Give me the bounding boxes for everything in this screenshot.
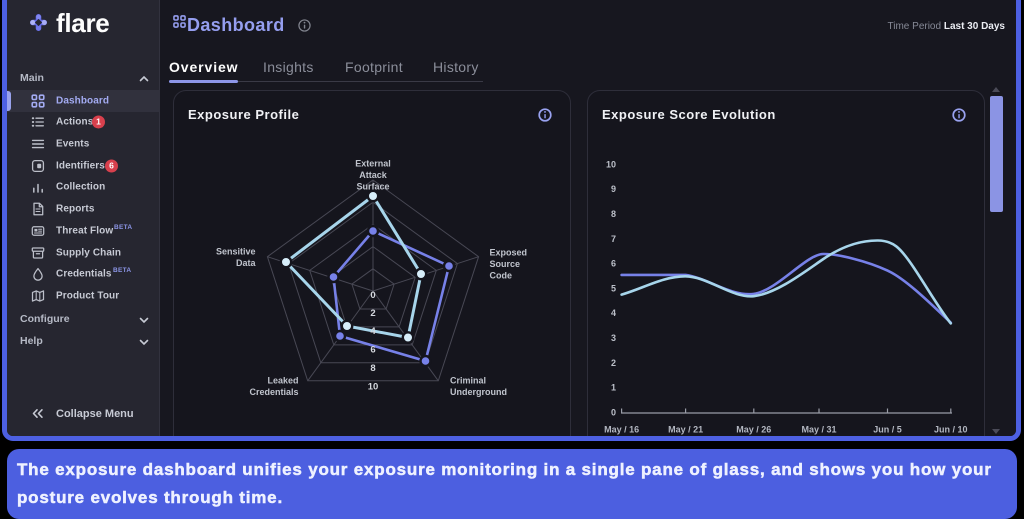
svg-text:6: 6 (370, 345, 375, 356)
svg-text:4: 4 (611, 308, 616, 318)
svg-text:Criminal: Criminal (450, 376, 486, 386)
svg-text:Leaked: Leaked (267, 376, 298, 386)
svg-text:10: 10 (368, 382, 379, 393)
svg-text:2: 2 (611, 358, 616, 368)
svg-text:3: 3 (611, 333, 616, 343)
svg-text:8: 8 (370, 363, 375, 374)
svg-text:External: External (355, 159, 391, 169)
svg-text:Code: Code (490, 271, 513, 281)
svg-text:Credentials: Credentials (249, 387, 298, 397)
svg-text:1: 1 (611, 383, 616, 393)
svg-text:Data: Data (236, 258, 257, 268)
svg-text:Underground: Underground (450, 387, 507, 397)
svg-text:Source: Source (490, 259, 521, 269)
svg-text:May / 16: May / 16 (604, 425, 639, 435)
svg-text:0: 0 (370, 290, 375, 301)
svg-text:9: 9 (611, 184, 616, 194)
svg-text:Sensitive: Sensitive (216, 247, 256, 257)
svg-text:Surface: Surface (356, 182, 389, 192)
svg-text:May / 26: May / 26 (736, 425, 771, 435)
svg-text:Exposed: Exposed (490, 248, 528, 258)
svg-text:5: 5 (611, 283, 616, 293)
svg-text:Jun / 10: Jun / 10 (934, 425, 968, 435)
svg-text:10: 10 (606, 159, 616, 169)
svg-text:8: 8 (611, 209, 616, 219)
svg-text:4: 4 (370, 326, 376, 337)
svg-text:0: 0 (611, 407, 616, 417)
svg-text:May / 21: May / 21 (668, 425, 703, 435)
svg-text:6: 6 (611, 259, 616, 269)
svg-text:Attack: Attack (359, 170, 388, 180)
svg-text:7: 7 (611, 234, 616, 244)
svg-text:May / 31: May / 31 (801, 425, 836, 435)
svg-text:2: 2 (370, 308, 375, 319)
svg-text:Jun / 5: Jun / 5 (873, 425, 902, 435)
